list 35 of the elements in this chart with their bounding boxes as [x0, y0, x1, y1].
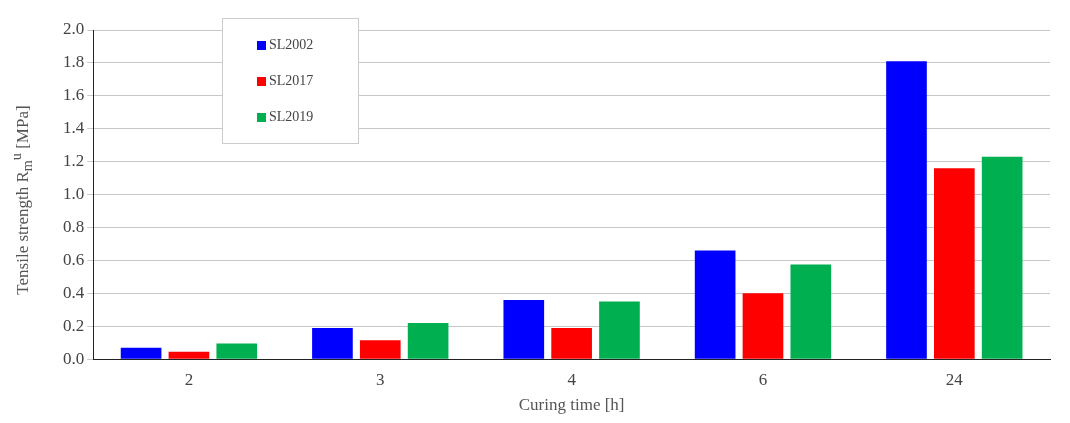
x-tick-label: 2 [184, 369, 194, 389]
x-tick-label: 24 [945, 369, 964, 389]
y-tick-label: 0.2 [63, 315, 85, 335]
x-tick-label: 6 [758, 369, 768, 389]
x-axis-title: Curing time [h] [518, 395, 625, 415]
bar [312, 327, 353, 359]
y-tick-label: 0.6 [63, 249, 85, 269]
y-tick-label: 0.8 [63, 216, 85, 236]
bar [599, 301, 640, 359]
y-tick-label: 0.4 [63, 282, 85, 302]
bar [168, 351, 210, 359]
y-tick-label: 1.8 [63, 52, 85, 72]
y-tick-label: 1.0 [63, 184, 85, 204]
y-tick-label: 1.2 [63, 151, 85, 171]
legend-label: SL2002 [269, 37, 314, 53]
y-tick-label: 0.0 [63, 348, 85, 368]
x-tick-label: 3 [376, 369, 385, 389]
x-tick-label: 4 [567, 369, 577, 389]
y-tick-label: 1.4 [63, 118, 85, 138]
bar [216, 343, 258, 359]
y-tick-label: 2.0 [63, 19, 85, 39]
bar [359, 340, 401, 359]
legend-label: SL2017 [269, 73, 314, 89]
bar [981, 156, 1023, 359]
bar [551, 327, 592, 359]
bar [120, 347, 162, 359]
bar [407, 322, 449, 359]
y-tick-label: 1.6 [63, 85, 85, 105]
bar [694, 250, 736, 359]
bar [933, 168, 975, 359]
bar [503, 299, 545, 359]
bar [790, 264, 832, 359]
bar [886, 61, 927, 359]
bar [742, 293, 784, 359]
legend-label: SL2019 [269, 109, 314, 125]
